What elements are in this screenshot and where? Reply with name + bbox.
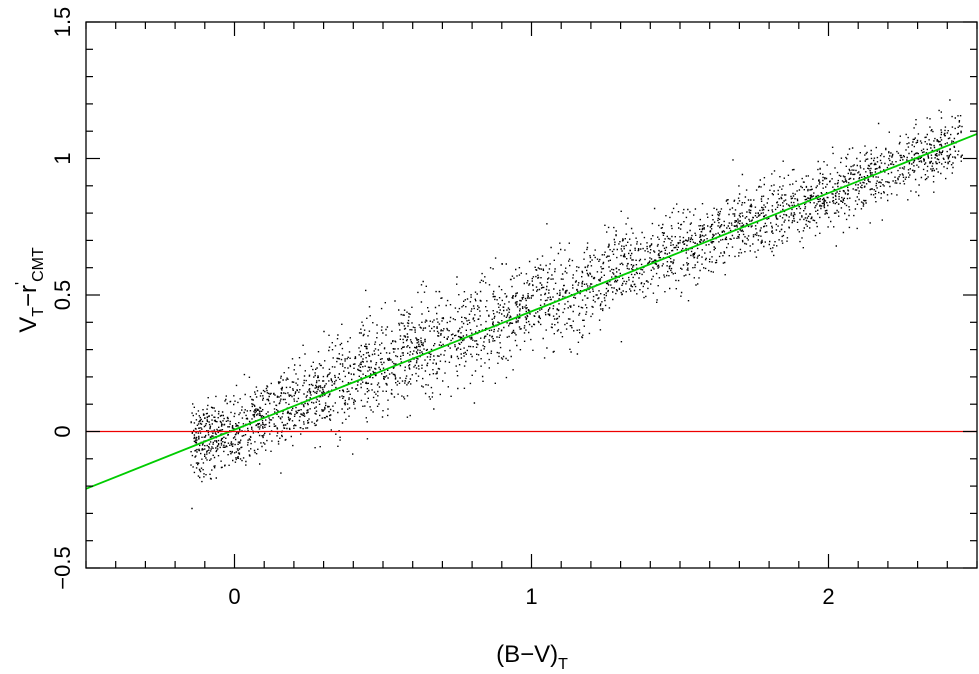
y-tick-label: 0 [50, 425, 75, 437]
y-tick-label: 1 [50, 152, 75, 164]
y-axis-title: VT−r'CMT [13, 247, 47, 333]
fit-lines [85, 133, 978, 490]
x-tick-label: 2 [822, 584, 834, 609]
axes [85, 21, 978, 569]
plot-frame [85, 21, 978, 569]
tick-labels: 0 1 2 −0.5 0 0.5 1 1.5 [50, 7, 835, 609]
x-axis-title: (B−V)T [496, 641, 568, 673]
x-tick-label: 0 [228, 584, 240, 609]
scatter-point-cloud [190, 99, 963, 510]
axis-ticks [85, 21, 978, 569]
y-tick-label: 0.5 [50, 280, 75, 311]
y-tick-label: −0.5 [50, 546, 75, 589]
scatter-points [190, 99, 963, 510]
y-tick-label: 1.5 [50, 7, 75, 38]
x-tick-label: 1 [525, 584, 537, 609]
fit-line [85, 133, 978, 490]
